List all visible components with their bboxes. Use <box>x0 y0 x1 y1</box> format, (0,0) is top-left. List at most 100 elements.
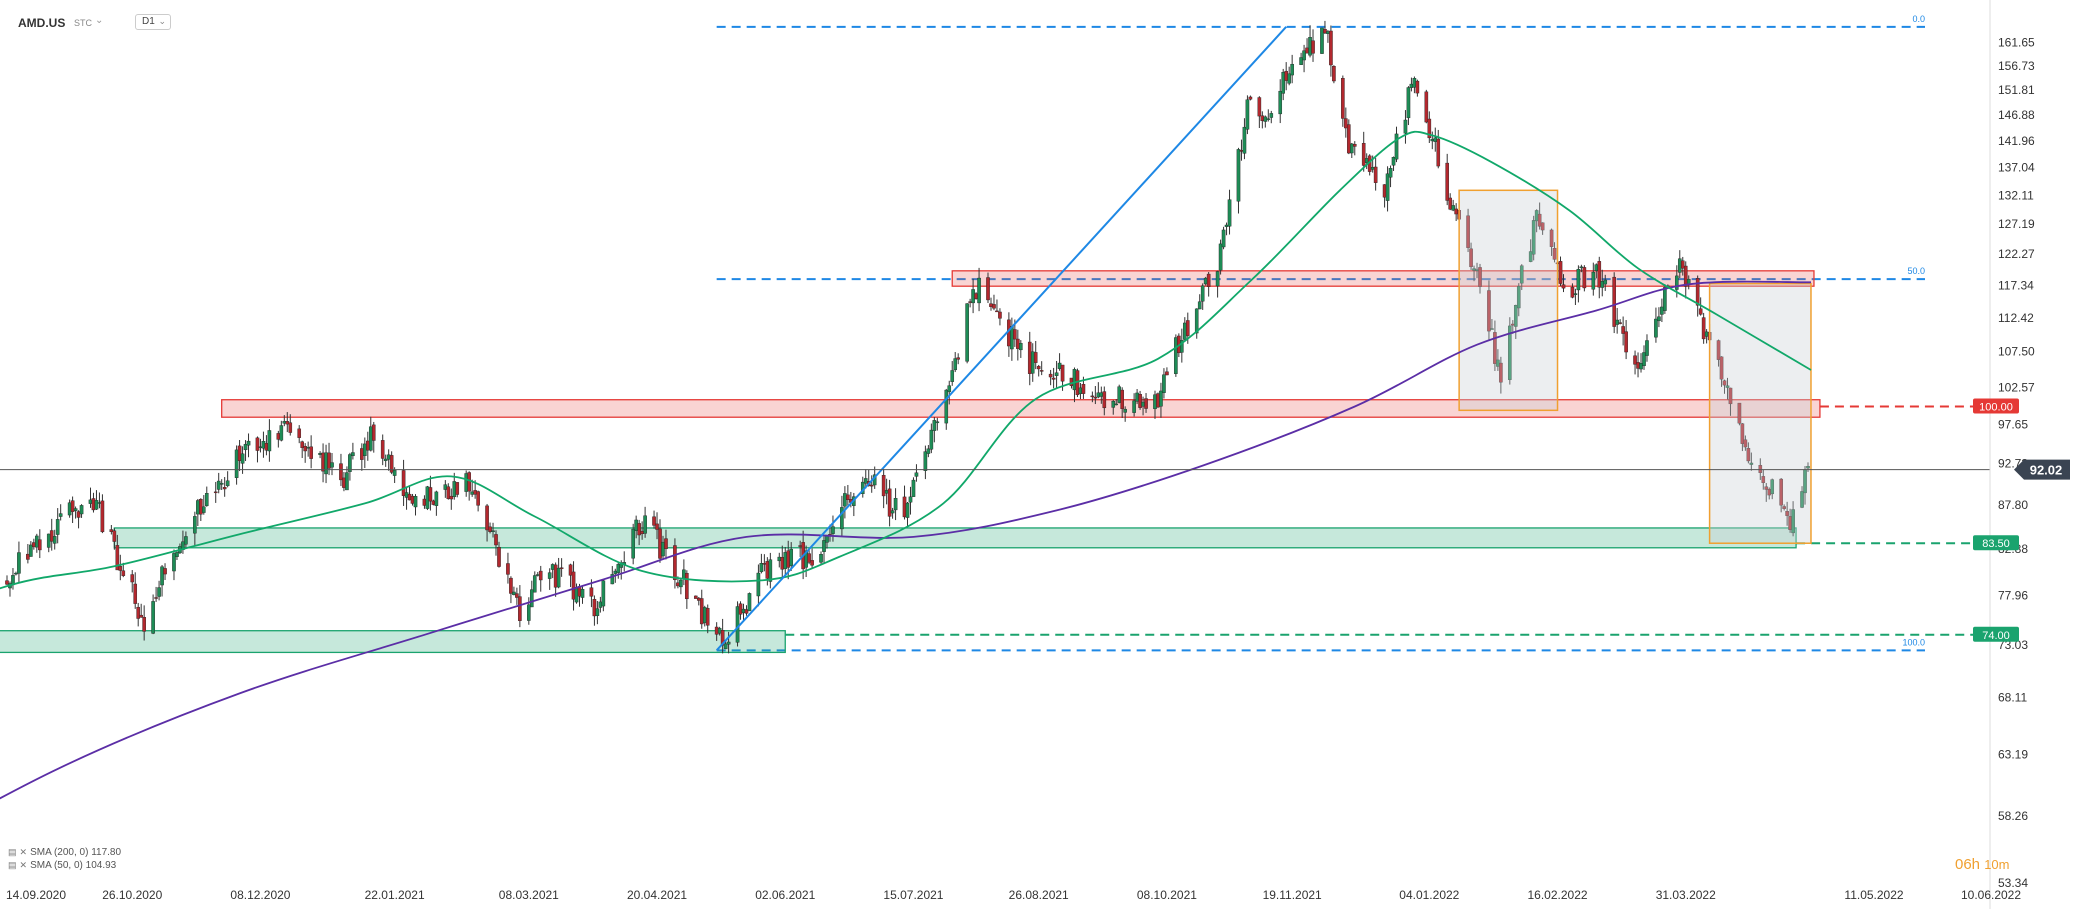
candle-up <box>1215 271 1220 287</box>
close-icon[interactable]: ✕ <box>19 847 28 857</box>
candle-up <box>726 641 731 645</box>
candle-up <box>201 506 206 513</box>
candle <box>1367 154 1372 176</box>
candle <box>100 494 105 534</box>
candle-up <box>386 454 391 460</box>
candle-up <box>1430 138 1435 142</box>
candle-up <box>783 552 788 569</box>
candle-up <box>679 579 683 588</box>
candle <box>1516 283 1521 317</box>
candle-up <box>368 426 373 451</box>
x-tick-label: 22.01.2021 <box>365 888 425 902</box>
countdown-minutes: 10m <box>1984 857 2010 872</box>
candle-up <box>914 472 919 477</box>
candle-up <box>1594 264 1599 271</box>
candle-up <box>631 528 635 559</box>
candle <box>237 439 242 472</box>
candle-up <box>717 628 722 634</box>
candle-up <box>434 491 439 506</box>
candle <box>1156 392 1160 408</box>
candle <box>884 478 889 505</box>
candle <box>1680 256 1685 276</box>
candle <box>97 492 102 509</box>
candle-up <box>1660 306 1664 315</box>
timeframe-select[interactable]: D1 ⌄ <box>135 14 171 30</box>
candle <box>136 602 140 627</box>
chevron-down-icon[interactable]: ⌄ <box>95 15 104 26</box>
candle-up <box>1320 27 1324 54</box>
candle-down <box>714 626 719 635</box>
candle-down <box>428 487 433 502</box>
candle-down <box>1436 138 1441 167</box>
level-badge <box>1973 626 2019 642</box>
candle <box>1624 320 1628 360</box>
candle <box>810 548 814 568</box>
candle-down <box>515 593 519 598</box>
candle-up <box>884 490 889 494</box>
candle <box>172 549 176 581</box>
candle-down <box>91 498 96 511</box>
y-tick-label: 161.65 <box>1998 35 2035 49</box>
candle-down <box>449 495 454 500</box>
x-tick-label: 10.06.2022 <box>1961 888 2021 902</box>
candle-up <box>977 277 981 304</box>
candle-down <box>995 310 999 313</box>
candle-down <box>1743 439 1748 448</box>
legend-sma200[interactable]: ▤ ✕ SMA (200, 0) 117.80 <box>8 846 121 859</box>
candle-down <box>881 474 886 497</box>
candle <box>1633 350 1637 375</box>
candle-down <box>360 448 364 460</box>
candle-down <box>1382 184 1387 198</box>
candle <box>160 565 164 597</box>
symbol-label[interactable]: AMD.US <box>18 16 66 30</box>
candle-down <box>553 564 558 588</box>
candle <box>1785 501 1789 526</box>
candle <box>1016 329 1020 361</box>
candle <box>535 572 540 577</box>
candle <box>1284 62 1288 91</box>
settings-icon[interactable]: ▤ <box>8 847 17 857</box>
candle <box>1654 307 1658 343</box>
candle-down <box>658 528 662 559</box>
candle-up <box>1054 372 1059 376</box>
candle-up <box>1451 205 1455 211</box>
candle-down <box>1758 465 1763 473</box>
candle-up <box>345 472 349 491</box>
candle-up <box>1278 90 1283 115</box>
candle-down <box>1260 115 1265 122</box>
candle-down <box>1016 338 1020 349</box>
y-tick-label: 156.73 <box>1998 59 2035 73</box>
candle <box>1281 68 1286 101</box>
candle-down <box>1427 118 1432 139</box>
candle <box>1394 126 1399 163</box>
candle-down <box>1081 384 1086 394</box>
candle <box>1800 486 1804 509</box>
legend-sma50[interactable]: ▤ ✕ SMA (50, 0) 104.93 <box>8 859 121 872</box>
candle-up <box>1725 385 1730 388</box>
legend-sma200-label: SMA (200, 0) 117.80 <box>30 847 122 858</box>
candle-down <box>112 530 117 542</box>
candle <box>1508 317 1512 385</box>
x-tick-label: 26.10.2020 <box>102 888 162 902</box>
candle <box>425 485 430 511</box>
candle <box>506 552 510 584</box>
candle-down <box>473 490 477 495</box>
candle-down <box>720 630 725 646</box>
candle-down <box>1373 166 1378 183</box>
candle <box>1048 369 1053 386</box>
candle-down <box>1782 506 1786 509</box>
candle <box>571 561 576 611</box>
candle-down <box>765 561 770 579</box>
resistance-zone <box>221 399 1821 418</box>
candle <box>1513 304 1518 339</box>
close-icon[interactable]: ✕ <box>19 860 28 870</box>
candle-down <box>986 277 990 301</box>
candle <box>532 571 537 593</box>
y-tick-label: 146.88 <box>1998 108 2035 122</box>
candle-up <box>831 526 835 534</box>
candle-down <box>455 482 460 495</box>
candle <box>1347 119 1351 155</box>
candle <box>1260 111 1265 129</box>
settings-icon[interactable]: ▤ <box>8 860 17 870</box>
